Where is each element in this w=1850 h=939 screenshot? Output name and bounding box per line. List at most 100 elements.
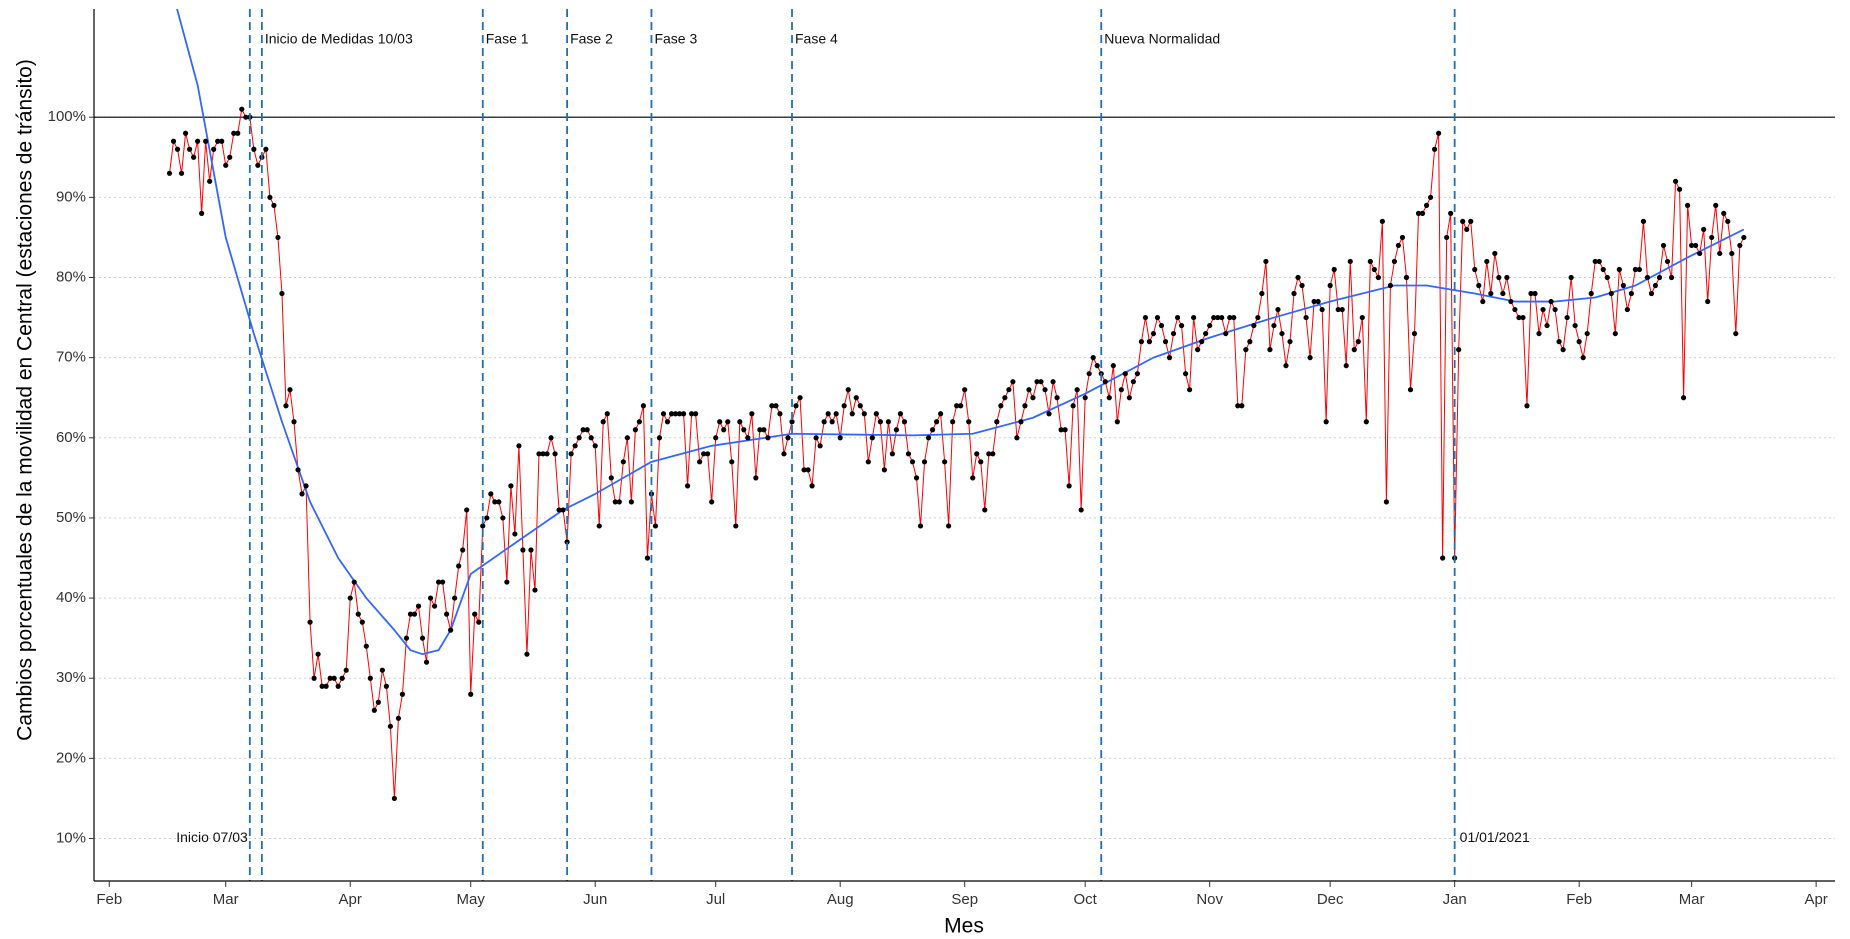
event-label: Nueva Normalidad (1104, 31, 1220, 47)
data-point (1074, 387, 1080, 393)
y-tick-label: 70% (56, 349, 86, 366)
data-point (1327, 282, 1333, 289)
x-tick-label: Oct (1074, 891, 1098, 908)
data-point (1721, 210, 1727, 216)
data-point (745, 435, 751, 441)
data-point (1195, 347, 1201, 353)
data-point (1347, 258, 1353, 265)
data-point (227, 154, 233, 160)
data-point (1251, 322, 1257, 329)
data-point (612, 499, 618, 505)
data-point (568, 451, 574, 457)
data-point (1243, 347, 1249, 353)
data-point (1154, 314, 1161, 321)
data-point (640, 403, 647, 409)
data-point (403, 635, 410, 641)
data-point (1504, 274, 1510, 281)
data-point (889, 451, 896, 457)
data-point (444, 611, 450, 617)
y-tick-label: 30% (56, 669, 86, 686)
data-point (1367, 258, 1373, 265)
data-point (287, 387, 293, 393)
data-point (1456, 347, 1462, 353)
data-point (243, 114, 249, 120)
data-point (1174, 314, 1181, 321)
data-point (1568, 274, 1574, 281)
data-point (1536, 330, 1542, 337)
x-tick-label: Apr (339, 891, 362, 908)
data-point (1038, 379, 1044, 385)
data-point (1042, 387, 1048, 393)
data-point (761, 427, 767, 433)
data-point (801, 467, 807, 473)
data-point (327, 675, 333, 681)
data-point (753, 475, 759, 481)
data-point (203, 138, 209, 144)
data-point (1624, 306, 1630, 313)
data-point (1114, 419, 1120, 425)
data-point (672, 411, 679, 417)
data-point (797, 395, 803, 401)
data-point (275, 234, 281, 241)
data-point (343, 667, 349, 673)
data-point (1142, 314, 1149, 321)
data-point (1339, 306, 1345, 313)
data-point (219, 138, 225, 144)
data-point (1496, 274, 1502, 281)
data-point (765, 435, 771, 441)
data-point (1351, 347, 1357, 353)
data-point (472, 611, 478, 617)
data-point (1126, 395, 1132, 401)
data-point (869, 435, 875, 441)
data-point (1299, 282, 1305, 289)
x-axis-title: Mes (944, 915, 984, 938)
data-point (1500, 290, 1506, 297)
data-point (1697, 250, 1703, 257)
data-point (415, 603, 422, 609)
data-point (921, 459, 928, 465)
data-point (925, 435, 932, 441)
data-point (644, 555, 651, 561)
data-point (913, 475, 920, 481)
data-point (962, 387, 968, 393)
data-point (632, 427, 638, 433)
data-point (1395, 242, 1402, 249)
data-point (705, 451, 711, 457)
data-point (520, 547, 526, 553)
data-point (917, 523, 924, 529)
data-point (355, 611, 361, 617)
data-point (1291, 290, 1297, 297)
data-point (1359, 314, 1365, 321)
data-point (1146, 339, 1153, 345)
data-point (1026, 387, 1032, 393)
x-tick-label: Dec (1317, 891, 1344, 908)
data-point (664, 419, 671, 425)
data-point (1102, 379, 1108, 385)
data-point (1030, 395, 1036, 401)
data-point (1480, 298, 1486, 305)
data-point (170, 138, 177, 144)
data-point (239, 106, 245, 112)
data-point (608, 475, 614, 481)
data-point (435, 579, 442, 585)
data-point (576, 435, 582, 441)
data-point (552, 451, 558, 457)
data-point (1464, 226, 1470, 233)
data-point (544, 451, 550, 457)
data-point (769, 403, 775, 409)
data-point (1050, 379, 1056, 385)
data-point (689, 411, 695, 417)
data-point (452, 595, 458, 601)
data-point (1162, 339, 1169, 345)
data-point (680, 411, 687, 417)
data-point (1476, 282, 1482, 289)
data-point (1423, 202, 1430, 208)
data-point (1713, 202, 1719, 208)
data-point (729, 459, 735, 465)
data-point (905, 451, 912, 457)
data-point (1407, 387, 1414, 393)
data-point (1014, 435, 1020, 441)
data-point (1130, 379, 1136, 385)
data-point (950, 419, 956, 425)
data-point (267, 194, 273, 200)
